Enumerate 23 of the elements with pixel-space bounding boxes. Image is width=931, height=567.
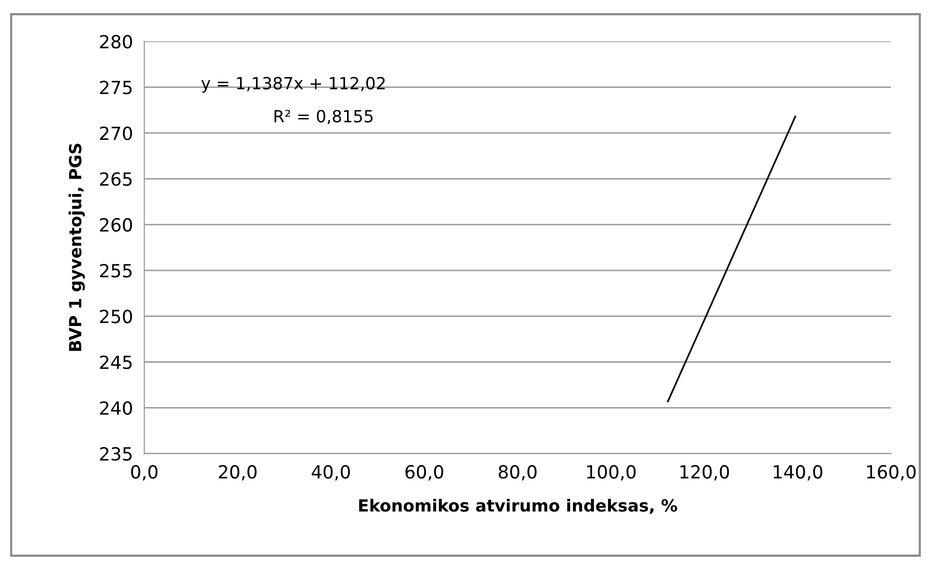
y-tick-label: 240 xyxy=(100,401,132,415)
y-tick-label: 255 xyxy=(100,264,132,278)
x-tick-label: 0,0 xyxy=(131,465,158,481)
x-axis-title: Ekonomikos atvirumo indeksas, % xyxy=(359,498,678,514)
y-tick-label: 235 xyxy=(100,447,132,461)
x-tick-label: 140,0 xyxy=(774,465,822,481)
x-tick-label: 80,0 xyxy=(498,465,537,481)
y-tick-label: 245 xyxy=(100,355,132,370)
y-tick-label: 265 xyxy=(100,172,132,186)
x-tick-label: 160,0 xyxy=(867,465,916,481)
y-tick-label: 275 xyxy=(100,80,132,94)
y-tick-label: 250 xyxy=(100,310,132,324)
annotation: R² = 0,8155 xyxy=(274,110,373,124)
x-tick-label: 20,0 xyxy=(218,465,257,481)
y-tick-label: 260 xyxy=(100,218,132,232)
y-tick-label: 280 xyxy=(100,34,132,49)
annotation: y = 1,1387x + 112,02 xyxy=(201,76,385,93)
y-tick-label: 270 xyxy=(100,126,132,140)
x-tick-label: 100,0 xyxy=(587,465,636,481)
x-tick-label: 120,0 xyxy=(680,465,729,481)
x-tick-label: 60,0 xyxy=(405,465,444,481)
y-axis-title: BVP 1 gyventojui, PGS xyxy=(68,144,85,351)
x-tick-label: 40,0 xyxy=(312,465,350,481)
